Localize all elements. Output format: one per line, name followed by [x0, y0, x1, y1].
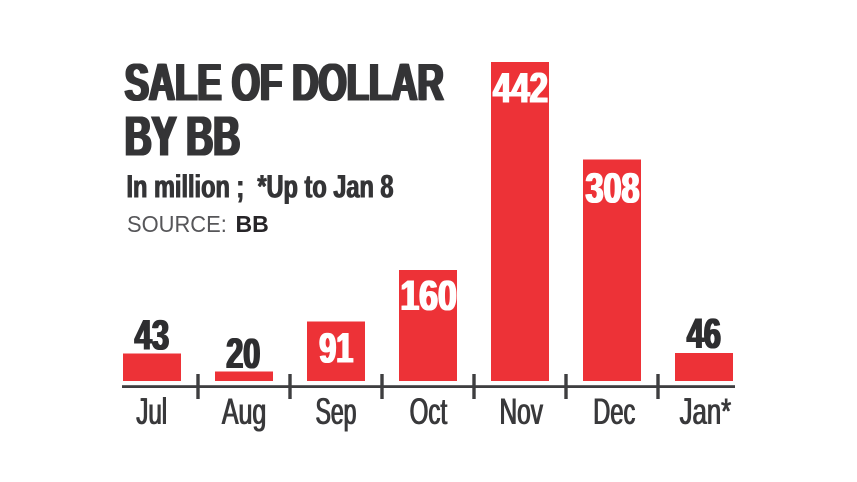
- svg-text:SOURCE:: SOURCE:: [127, 211, 227, 237]
- svg-text:BB: BB: [236, 211, 269, 237]
